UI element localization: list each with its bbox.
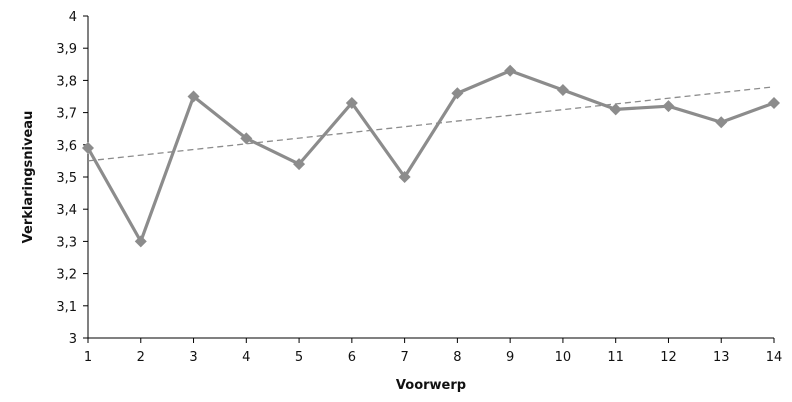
data-point-marker xyxy=(451,87,464,100)
data-point-marker xyxy=(82,142,94,155)
x-tick-label: 7 xyxy=(400,350,408,365)
trendline xyxy=(87,86,775,162)
y-tick-label: 3,4 xyxy=(56,203,77,218)
x-tick-label: 13 xyxy=(713,350,730,365)
x-tick-label: 3 xyxy=(189,350,197,365)
y-tick-label: 3,7 xyxy=(56,107,77,122)
y-tick-label: 3,6 xyxy=(56,139,77,154)
x-tick-label: 11 xyxy=(607,350,624,365)
x-tick-label: 10 xyxy=(555,350,572,365)
y-tick-label: 4 xyxy=(69,10,77,25)
y-tick-label: 3,3 xyxy=(56,235,77,250)
data-point-marker xyxy=(345,96,358,109)
y-tick-label: 3,8 xyxy=(56,74,77,89)
trendline-group xyxy=(87,86,775,162)
y-axis-title: Verklaringsniveau xyxy=(21,111,36,244)
x-axis-ticks: 1 2 3 4 5 6 7 8 9 10 11 12 13 14 xyxy=(84,338,782,365)
x-tick-label: 2 xyxy=(137,350,145,365)
series-group xyxy=(82,64,780,248)
y-tick-label: 3 xyxy=(69,332,77,347)
data-point-marker xyxy=(240,132,253,145)
data-point-marker xyxy=(662,100,675,113)
data-point-marker xyxy=(768,96,780,109)
y-tick-label: 3,5 xyxy=(56,171,77,186)
x-tick-label: 6 xyxy=(348,350,356,365)
x-tick-label: 9 xyxy=(506,350,514,365)
data-point-marker xyxy=(134,235,147,248)
axes xyxy=(87,16,774,339)
y-tick-label: 3,2 xyxy=(56,268,77,283)
data-point-marker xyxy=(556,84,569,97)
data-point-marker xyxy=(293,158,306,171)
data-point-marker xyxy=(504,64,517,77)
x-tick-label: 1 xyxy=(84,350,92,365)
data-point-marker xyxy=(398,171,411,183)
x-tick-label: 8 xyxy=(453,350,461,365)
x-tick-label: 14 xyxy=(766,350,783,365)
y-tick-label: 3,9 xyxy=(56,42,77,57)
y-axis-ticks: 3 3,1 3,2 3,3 3,4 3,5 3,6 3,7 3,8 3,9 4 xyxy=(56,10,88,347)
x-tick-label: 4 xyxy=(242,350,250,365)
y-tick-label: 3,1 xyxy=(56,300,77,315)
x-axis-title: Voorwerp xyxy=(396,378,466,393)
series-line xyxy=(86,69,775,243)
data-point-marker xyxy=(609,103,622,116)
data-point-marker xyxy=(187,90,200,103)
data-point-marker xyxy=(715,116,728,129)
x-tick-label: 12 xyxy=(660,350,677,365)
x-tick-label: 5 xyxy=(295,350,303,365)
